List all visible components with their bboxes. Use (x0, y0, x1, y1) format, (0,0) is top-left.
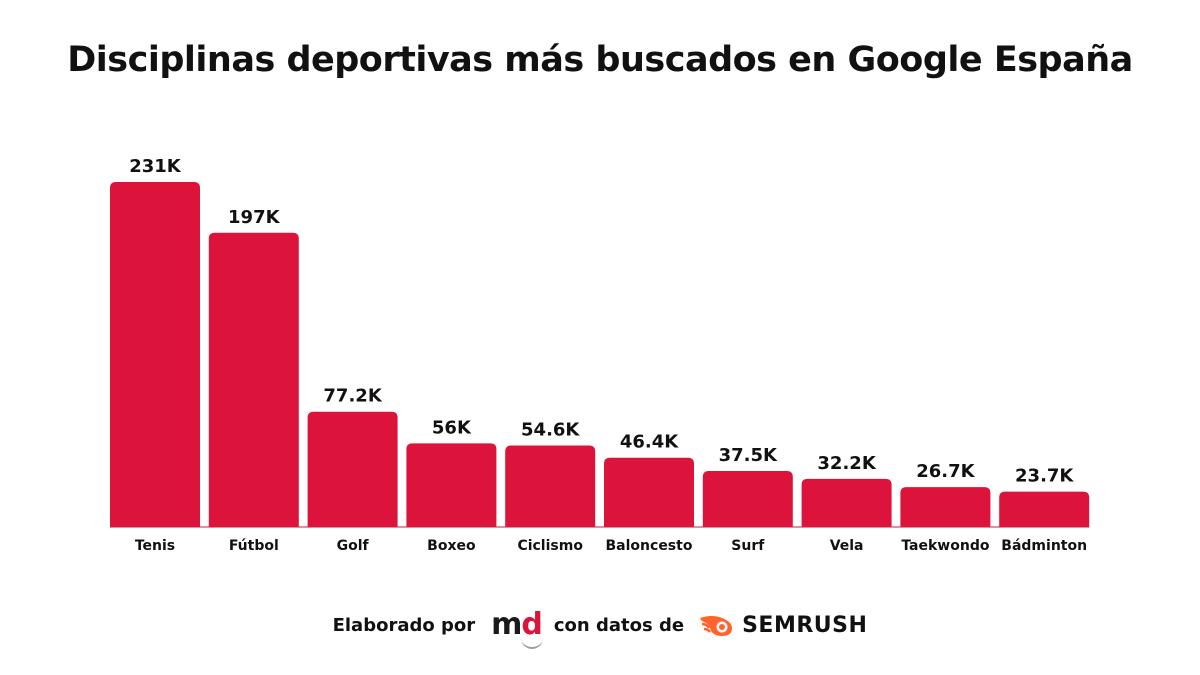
category-label-8: Vela (830, 538, 864, 554)
data-label-8: 32.2K (817, 453, 876, 474)
category-label-9: Taekwondo (901, 538, 990, 554)
category-label-10: Bádminton (1001, 538, 1087, 554)
bar-7 (702, 470, 793, 527)
data-label-1: 231K (129, 156, 182, 177)
category-label-4: Boxeo (427, 538, 476, 554)
with-data-text: con datos de (553, 614, 685, 636)
bar-chart: 231K Tenis 197K Fútbol 77.2K Golf 56K Boxeo 54.6… (110, 156, 1090, 554)
category-label-2: Fútbol (229, 538, 279, 554)
data-label-5: 54.6K (521, 419, 580, 440)
bar-3 (307, 411, 398, 527)
data-label-3: 77.2K (323, 386, 382, 407)
bar-1 (110, 182, 200, 527)
data-label-2: 197K (228, 207, 281, 228)
bar-9 (900, 487, 991, 527)
bar-5 (505, 445, 596, 527)
category-label-3: Golf (337, 538, 370, 554)
category-label-1: Tenis (135, 538, 175, 554)
chart-title: Disciplinas deportivas más buscados en G… (67, 40, 1133, 80)
bar-6 (604, 457, 694, 527)
data-label-6: 46.4K (620, 432, 679, 453)
bar-8 (801, 478, 892, 527)
md-logo-m: m (491, 607, 522, 642)
semrush-flame-icon (700, 616, 733, 636)
bar-2 (208, 232, 299, 527)
category-label-6: Baloncesto (606, 538, 693, 554)
data-label-9: 26.7K (916, 461, 975, 482)
md-logo-swoosh (521, 633, 544, 649)
category-label-7: Surf (731, 538, 765, 554)
made-by-text: Elaborado por (332, 614, 476, 636)
data-label-10: 23.7K (1015, 466, 1074, 487)
semrush-wordmark: SEMRUSH (742, 612, 868, 638)
md-logo-d: d (521, 607, 543, 642)
bar-10 (999, 491, 1090, 527)
data-label-7: 37.5K (719, 445, 778, 466)
semrush-logo: SEMRUSH (698, 612, 867, 638)
bar-4 (406, 443, 497, 527)
category-label-5: Ciclismo (517, 538, 583, 554)
data-label-4: 56K (432, 417, 472, 438)
